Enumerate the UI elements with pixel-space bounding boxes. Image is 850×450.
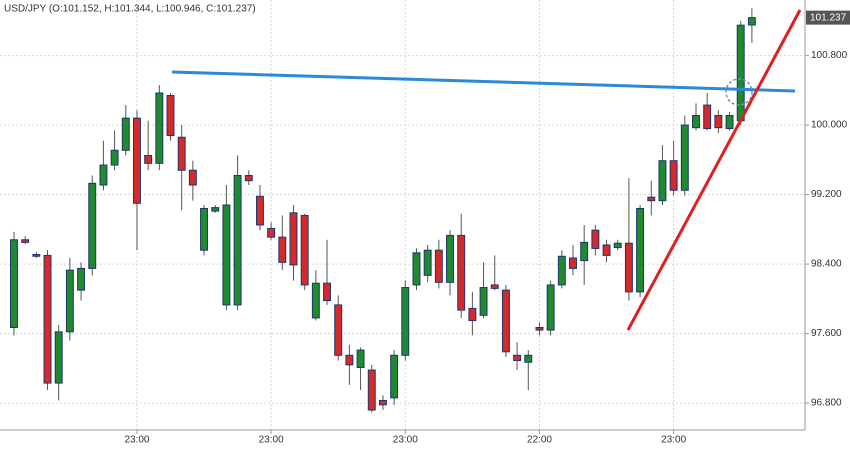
candle-body (591, 229, 600, 249)
breakout-marker (725, 78, 753, 106)
candle-body (155, 92, 164, 164)
candle-body (43, 254, 52, 384)
candle-body (658, 160, 667, 202)
candle-body (267, 227, 276, 238)
price-tag-box (806, 10, 850, 25)
candle-body (703, 104, 712, 130)
candle-body (423, 249, 432, 276)
candle-body (188, 169, 197, 186)
candle-body (490, 284, 499, 289)
candle-body (446, 234, 454, 283)
candle-body (692, 115, 700, 129)
candle-body (311, 282, 320, 319)
candle-body (177, 136, 186, 171)
candle-body (680, 124, 689, 191)
x-tick-label: 23:00 (661, 435, 686, 446)
candle-body (580, 241, 589, 262)
candle-body (747, 17, 756, 26)
candle-body (546, 284, 555, 331)
candle-body (367, 369, 376, 411)
candle-body (513, 354, 522, 362)
candle-body (244, 174, 253, 182)
y-tick-label: 96.800 (811, 398, 842, 409)
y-tick-label: 97.600 (811, 328, 842, 339)
candle-body (412, 252, 421, 286)
candle-body (401, 287, 410, 356)
candle-body (468, 307, 477, 322)
candle-body (613, 242, 622, 249)
candle-body (211, 207, 220, 212)
candle-body (557, 255, 566, 286)
candle-body (110, 149, 119, 166)
candle-body (501, 289, 510, 353)
candle-body (54, 331, 63, 384)
chart-title: USD/JPY (O:101.152, H:101.344, L:100.946… (4, 4, 256, 15)
candle-body (289, 212, 298, 266)
candle-body (378, 399, 387, 406)
candle-body (300, 214, 309, 286)
candle-body (356, 349, 365, 368)
y-tick-label: 98.400 (811, 259, 842, 270)
x-tick-label: 22:00 (527, 435, 552, 446)
candle-body (88, 182, 97, 269)
x-tick-label: 23:00 (259, 435, 284, 446)
candle-body (255, 195, 264, 226)
candle-body (434, 249, 443, 283)
candle-body (345, 354, 354, 366)
support-trendline (626, 9, 802, 331)
candle-body (65, 269, 74, 333)
y-tick-label: 100.000 (811, 120, 848, 131)
resistance-trendline (171, 70, 796, 93)
x-tick-label: 23:00 (124, 435, 149, 446)
candle-body (200, 207, 209, 251)
y-tick-label: 99.200 (811, 189, 842, 200)
candle-body (569, 257, 577, 269)
candle-body (714, 115, 723, 129)
candle-body (535, 326, 544, 331)
candle-body (278, 236, 287, 263)
candle-body (77, 267, 86, 291)
candle-body (736, 24, 745, 122)
candle-body (479, 287, 488, 316)
candle-body (233, 174, 242, 306)
price-tag: 101.237 (810, 12, 847, 23)
candle-body (32, 254, 41, 257)
candle-body (524, 354, 533, 363)
candle-body (669, 160, 678, 191)
candle-body (457, 234, 466, 311)
candle-body (334, 304, 343, 356)
candle-body (725, 115, 734, 130)
candle-body (222, 204, 231, 306)
candle-body (21, 239, 30, 243)
candle-body (636, 207, 645, 293)
candle-body (166, 95, 175, 137)
candles (10, 8, 756, 413)
candle-body (602, 244, 611, 256)
candle-body (132, 117, 141, 204)
candle-body (390, 354, 399, 399)
candle-body (121, 117, 130, 151)
candle-body (647, 196, 656, 202)
x-tick-label: 23:00 (393, 435, 418, 446)
y-tick-label: 100.800 (811, 50, 848, 61)
candle-body (144, 154, 153, 164)
candle-body (99, 164, 108, 186)
candle-body (323, 282, 331, 302)
candle-body (10, 239, 18, 328)
candle-body (624, 242, 633, 293)
